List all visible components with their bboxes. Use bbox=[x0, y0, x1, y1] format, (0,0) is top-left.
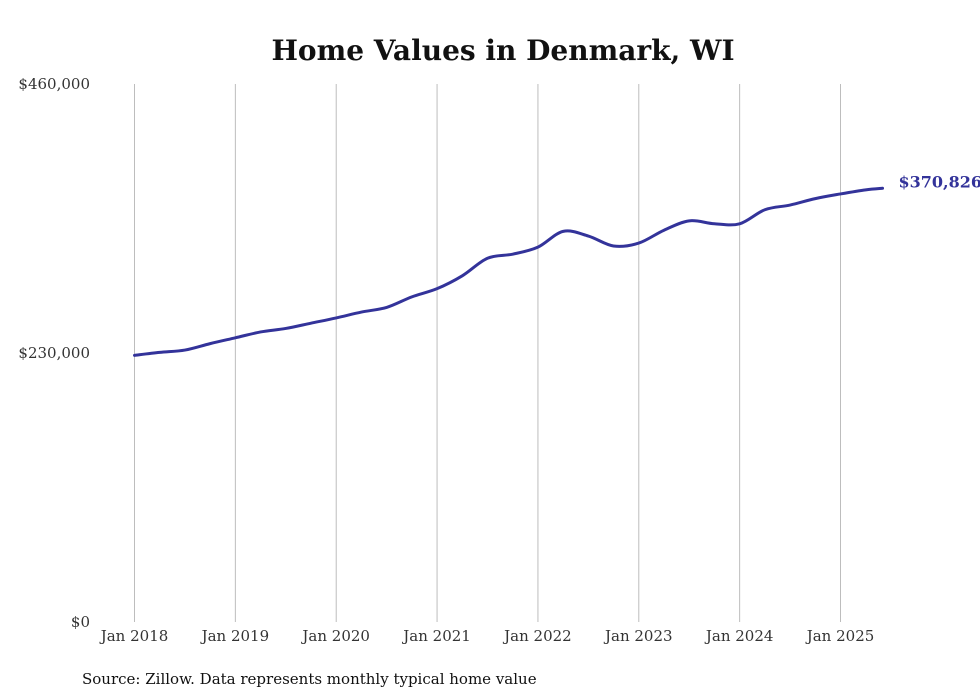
x-tick-label: Jan 2018 bbox=[99, 627, 169, 645]
y-tick-label: $230,000 bbox=[18, 344, 90, 362]
latest-value-label: $370,826 bbox=[899, 172, 980, 191]
series-layer bbox=[133, 186, 885, 357]
x-tick-label: Jan 2019 bbox=[200, 627, 270, 645]
y-axis-ticks: $0 $230,000 $460,000 bbox=[18, 75, 90, 631]
x-tick-label: Jan 2022 bbox=[502, 627, 572, 645]
y-tick-label: $460,000 bbox=[18, 75, 90, 93]
x-tick-label: Jan 2025 bbox=[805, 627, 875, 645]
x-tick-label: Jan 2021 bbox=[401, 627, 471, 645]
x-tick-label: Jan 2024 bbox=[704, 627, 774, 645]
source-note: Source: Zillow. Data represents monthly … bbox=[82, 670, 537, 688]
x-axis-ticks: Jan 2018 Jan 2019 Jan 2020 Jan 2021 Jan 2022… bbox=[99, 627, 875, 645]
series-line-0 bbox=[133, 186, 885, 357]
x-tick-label: Jan 2023 bbox=[603, 627, 673, 645]
chart-title: Home Values in Denmark, WI bbox=[271, 34, 734, 67]
gridlines bbox=[134, 84, 841, 622]
y-tick-label: $0 bbox=[71, 613, 90, 631]
x-tick-label: Jan 2020 bbox=[300, 627, 370, 645]
